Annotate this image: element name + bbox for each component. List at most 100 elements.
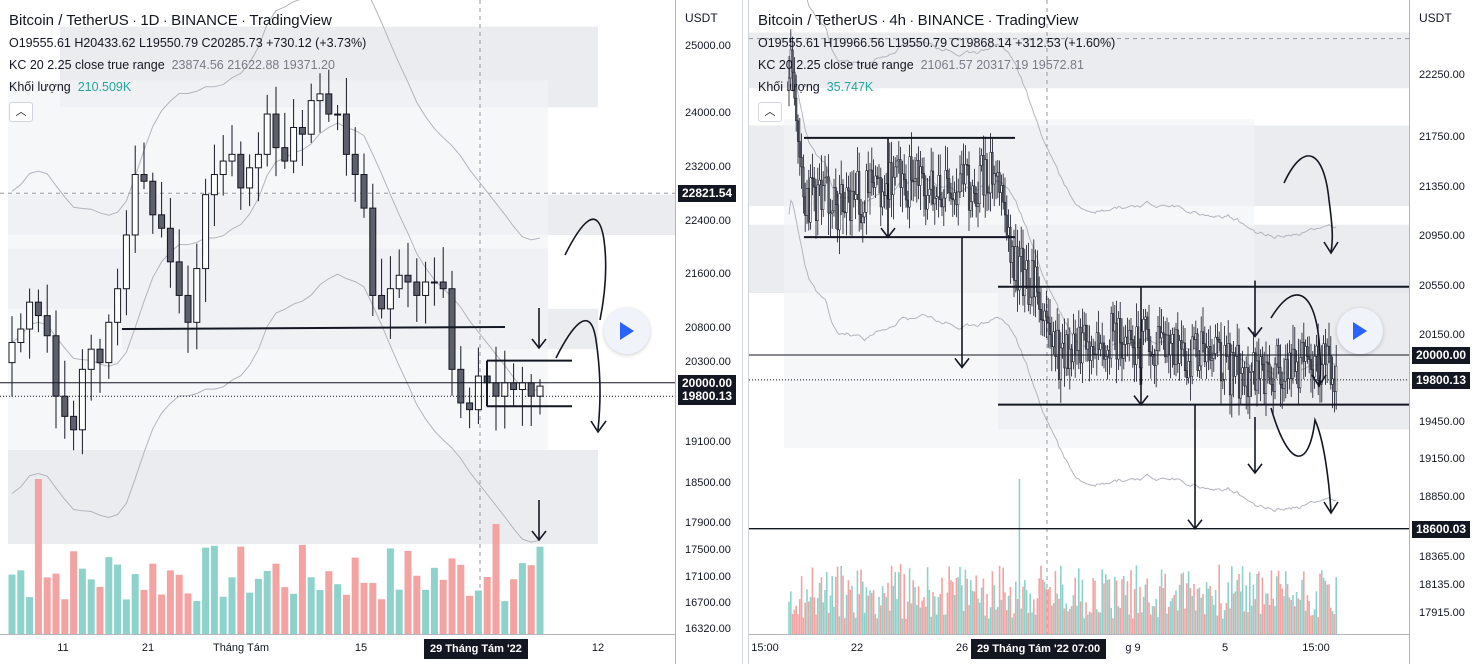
kc-lower-line [788, 199, 1337, 513]
candle-body [1200, 331, 1203, 367]
collapse-legend-button[interactable]: ︿ [9, 102, 33, 122]
time-axis-daily[interactable]: 11 21 Tháng Tám 15 12 29 Tháng Tám '22 [0, 634, 675, 664]
candle-body [237, 153, 245, 189]
volume-bar [1304, 610, 1307, 634]
candle-body [935, 196, 938, 199]
candle-body [1277, 345, 1280, 368]
kc-upper-line [11, 0, 541, 241]
candle-body [904, 179, 908, 201]
volume-bar [1090, 612, 1093, 634]
volume-bar [334, 584, 342, 634]
volume-bar [838, 616, 841, 634]
candle-body [1218, 339, 1221, 343]
indicator-kc-label[interactable]: KC 20 2.25 close true range [9, 58, 165, 72]
candle-body [930, 170, 933, 190]
volume-bar [1117, 606, 1120, 634]
price-chart-daily[interactable] [0, 0, 675, 634]
volume-bar [919, 607, 922, 634]
candle-body [1131, 339, 1134, 349]
symbol-title[interactable]: Bitcoin / TetherUS [758, 12, 878, 29]
candle-body [1050, 334, 1053, 347]
candle-body [1074, 333, 1077, 356]
price-axis-daily[interactable]: USDT 25000.00 24000.00 23200.00 22400.00 216… [675, 0, 742, 664]
volume-bar [527, 565, 535, 634]
candle-body [492, 382, 500, 397]
candle-body [811, 177, 814, 179]
volume-bar [1126, 581, 1129, 634]
candle-body [1228, 343, 1232, 396]
candle-body [1333, 378, 1336, 393]
volume-bar [430, 567, 438, 634]
time-axis-4h[interactable]: 15:00 22 26 g 9 5 15:00 29 Tháng Tám '22… [749, 634, 1409, 664]
volume-bar [483, 576, 491, 634]
volume-bar [1227, 582, 1229, 634]
chart-panel-daily[interactable]: Bitcoin / TetherUS · 1D · BINANCE · Trad… [0, 0, 743, 664]
volume-bar [1184, 608, 1186, 634]
timeframe-label[interactable]: 4h [889, 12, 907, 29]
volume-bar [1229, 608, 1231, 634]
volume-bar [867, 595, 869, 634]
candle-body [872, 182, 875, 188]
platform-label: TradingView [249, 12, 332, 29]
replay-button[interactable] [604, 308, 650, 354]
chart-legend-daily: Bitcoin / TetherUS · 1D · BINANCE · Trad… [9, 10, 366, 122]
candle-body [881, 191, 884, 208]
candle-body [1255, 360, 1259, 391]
candle-body [1002, 185, 1005, 203]
volume-bar [912, 580, 914, 634]
volume-bar [876, 618, 878, 634]
volume-bar [1265, 593, 1267, 634]
chevron-up-icon: ︿ [15, 106, 27, 118]
candle-body [52, 335, 60, 397]
collapse-legend-button[interactable]: ︿ [758, 102, 782, 122]
symbol-title[interactable]: Bitcoin / TetherUS [9, 12, 129, 29]
trendline-support [121, 326, 506, 331]
replay-button[interactable] [1337, 308, 1383, 354]
chart-panel-4h[interactable]: Bitcoin / TetherUS · 4h · BINANCE · Trad… [748, 0, 1483, 664]
volume-bar [1130, 570, 1132, 634]
projection-arrow-head [1323, 501, 1339, 515]
volume-bar [1214, 590, 1217, 634]
price-axis-4h[interactable]: USDT 22250.00 21750.00 21350.00 20950.00 205… [1409, 0, 1483, 664]
timeframe-label[interactable]: 1D [140, 12, 160, 29]
candle-body [1272, 384, 1275, 392]
candle-body [1144, 316, 1147, 320]
candle-body [34, 301, 42, 317]
volume-bar [971, 590, 974, 634]
candle-body [804, 196, 807, 216]
volume-bar [820, 577, 823, 634]
volume-bar [237, 546, 245, 634]
candle-body [1263, 364, 1266, 394]
volume-bar [1076, 605, 1078, 634]
volume-bar [1069, 609, 1071, 634]
volume-bar [935, 614, 938, 634]
volume-bar [1213, 604, 1215, 634]
indicator-volume-label[interactable]: Khối lượng [758, 80, 820, 94]
axis-unit-label: USDT [1419, 11, 1452, 25]
volume-bar [43, 577, 51, 634]
candle-body [906, 199, 909, 208]
volume-bar [1153, 606, 1156, 634]
candle-body [1178, 340, 1181, 364]
volume-bar [272, 563, 280, 634]
volume-bar [1061, 584, 1064, 634]
candle-body [910, 156, 913, 181]
candle-body [1282, 380, 1286, 389]
price-chart-4h[interactable] [749, 0, 1409, 634]
volume-bar [1013, 613, 1015, 634]
candle-body [1029, 296, 1032, 305]
candle-body [334, 113, 342, 116]
candle-body [1018, 256, 1021, 291]
candle-body [342, 113, 350, 155]
volume-bar [1054, 570, 1057, 634]
volume-bar [962, 610, 965, 634]
candle-body [838, 193, 841, 231]
candle-body [466, 402, 474, 411]
indicator-kc-label[interactable]: KC 20 2.25 close true range [758, 58, 914, 72]
candle-body [1169, 343, 1172, 356]
indicator-volume-label[interactable]: Khối lượng [9, 80, 71, 94]
candle-body [827, 176, 830, 214]
volume-bar [793, 609, 796, 634]
candle-body [1003, 201, 1007, 216]
volume-bar [930, 616, 932, 634]
